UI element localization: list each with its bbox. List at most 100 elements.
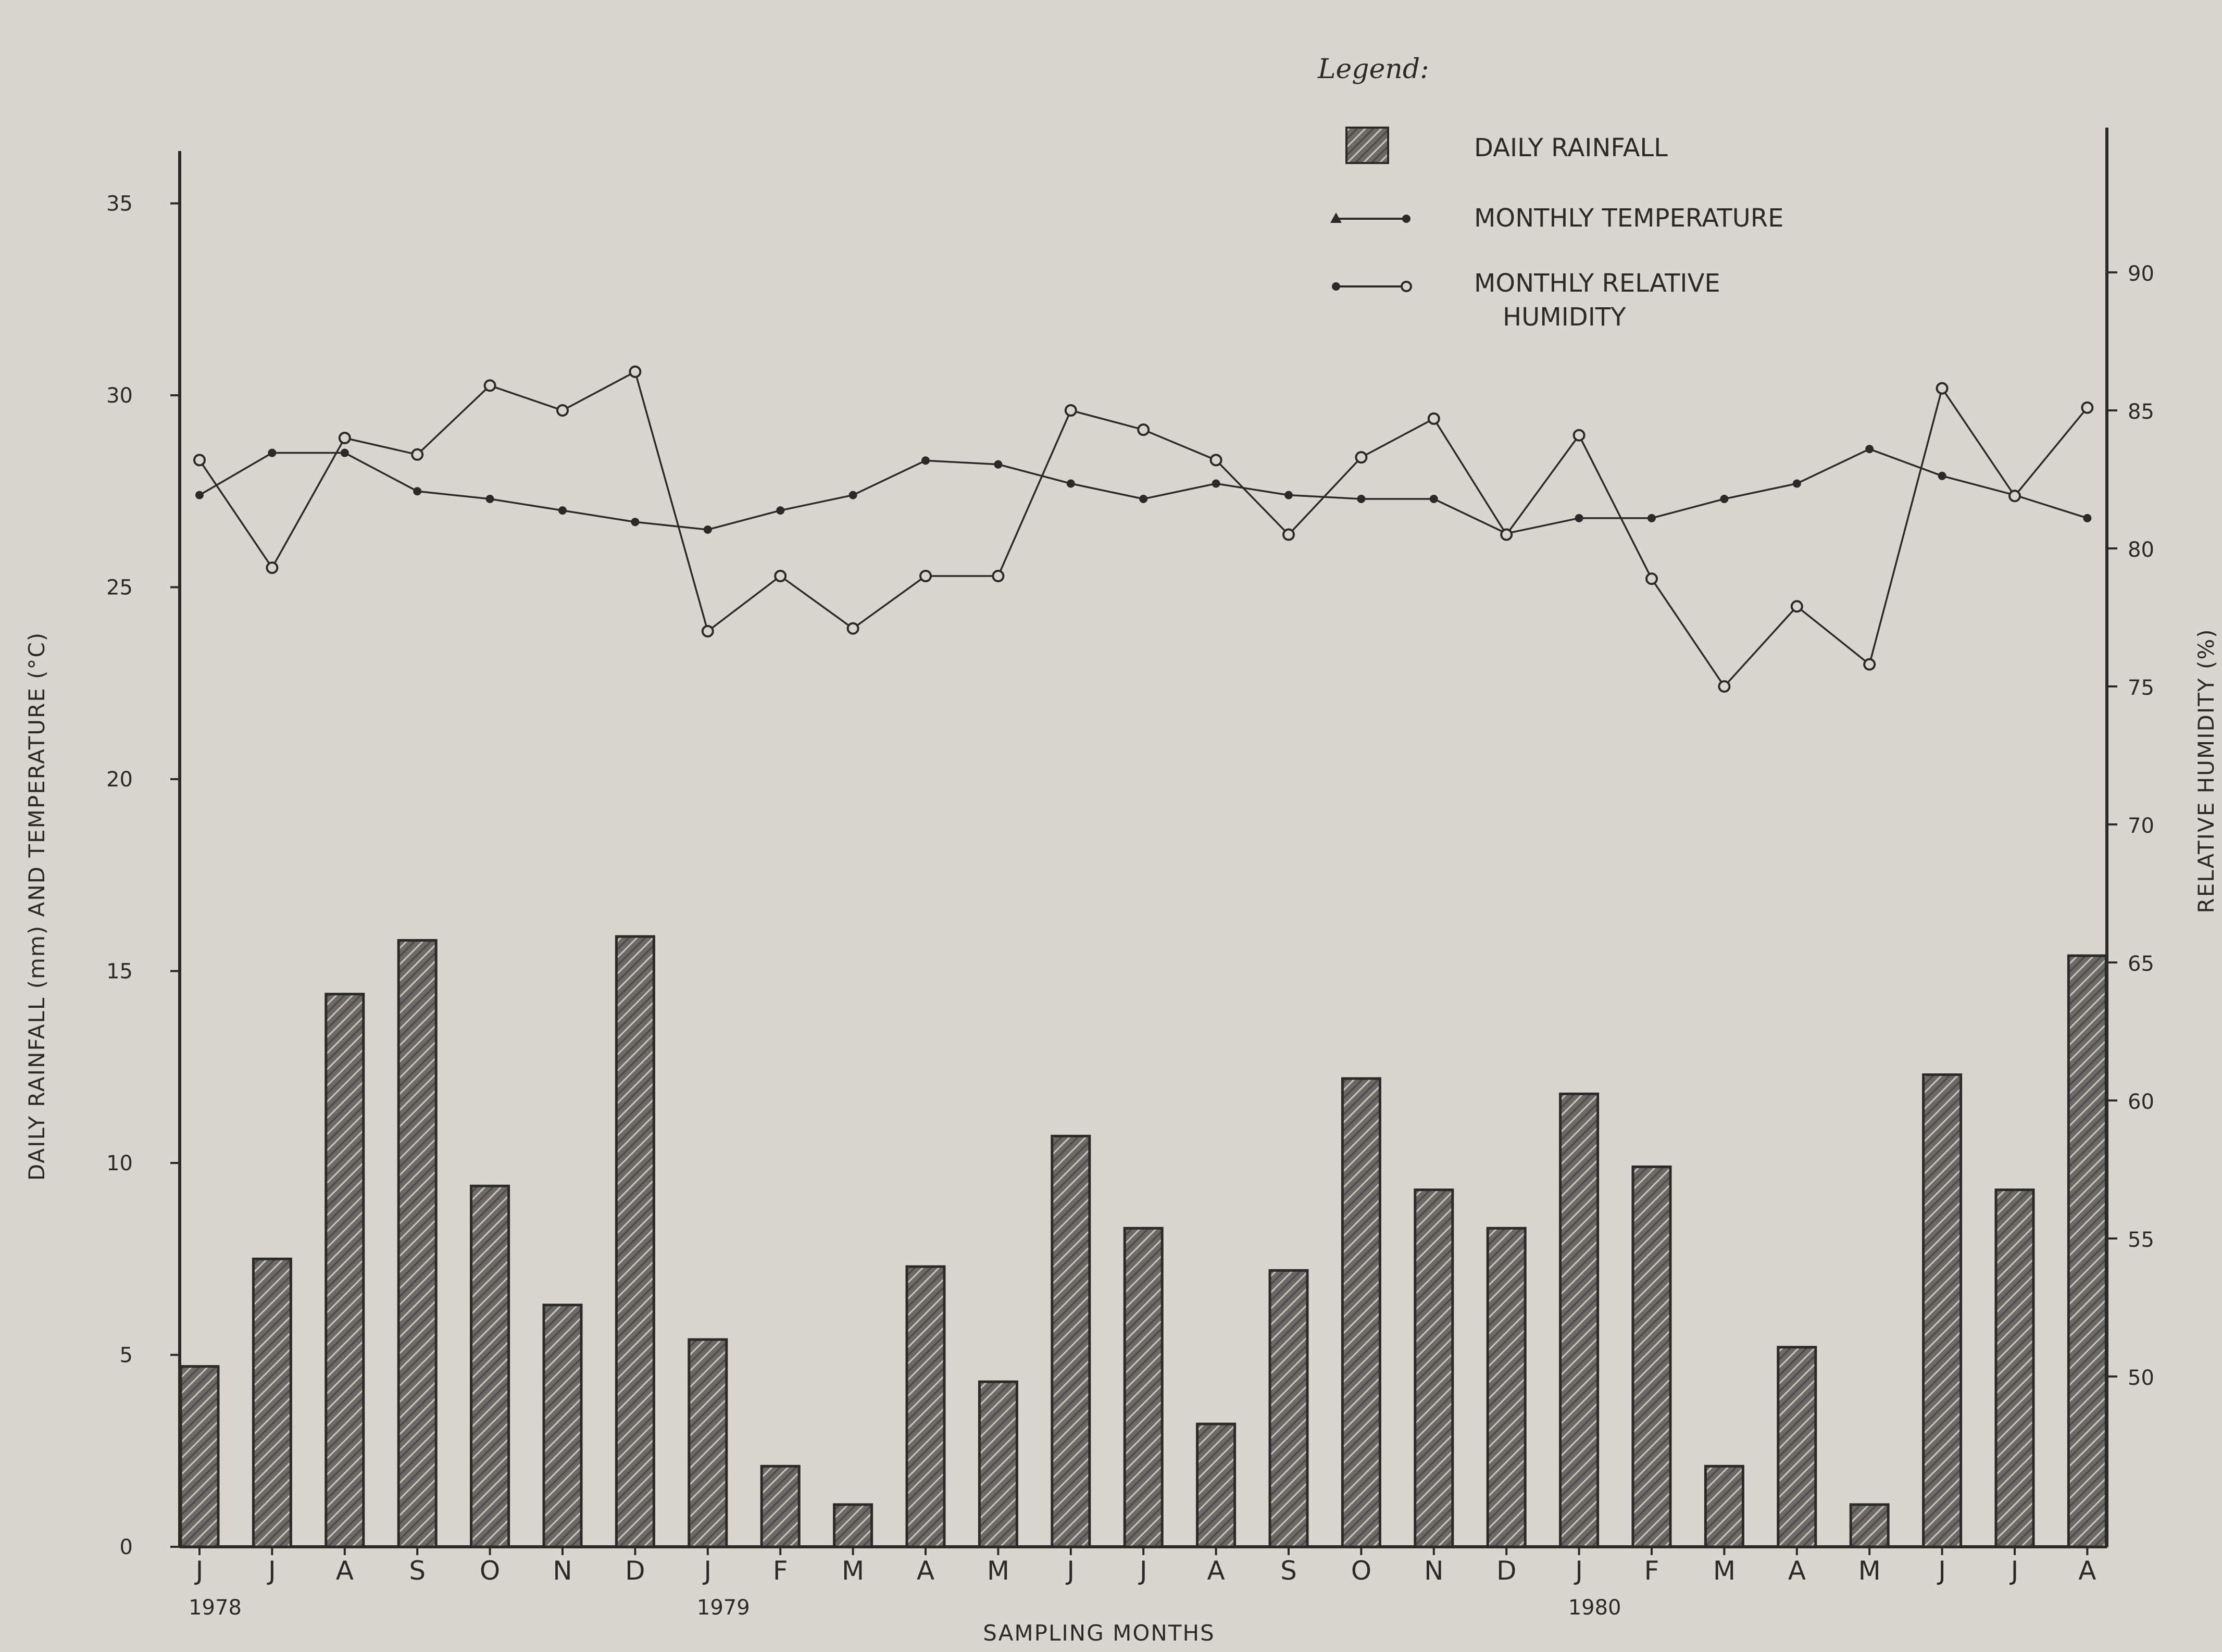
year-labels: 1978 1979 1980 — [189, 1596, 1621, 1620]
humidity-point — [992, 570, 1005, 582]
temperature-point — [413, 487, 422, 496]
humidity-point — [1936, 382, 1949, 395]
right-tick-label: 65 — [2128, 952, 2154, 976]
temperature-point — [1575, 514, 1583, 522]
month-label: A — [917, 1556, 934, 1586]
month-label: N — [1424, 1556, 1443, 1586]
rainfall-bar — [324, 993, 365, 1548]
month-label: F — [1644, 1556, 1659, 1586]
month-label: D — [1496, 1556, 1517, 1586]
temperature-point — [268, 448, 277, 457]
humidity-point — [1645, 572, 1658, 585]
month-label: M — [1858, 1556, 1881, 1586]
month-label: A — [336, 1556, 354, 1586]
left-axis-ticks: 0 5 10 15 20 25 30 35 — [106, 192, 180, 1559]
temperature-point — [2083, 514, 2092, 522]
month-label: D — [625, 1556, 645, 1586]
humidity-point — [846, 622, 859, 635]
rainfall-bar — [1704, 1465, 1744, 1548]
rainfall-bar — [905, 1265, 946, 1548]
month-label: J — [194, 1556, 204, 1586]
rainfall-bar — [688, 1338, 728, 1548]
humidity-point — [1572, 429, 1586, 442]
temperature-point — [1357, 494, 1366, 503]
temperature-point — [1212, 479, 1220, 488]
rainfall-bar — [470, 1184, 510, 1548]
legend-humidity-marker — [1332, 282, 1340, 291]
temperature-point — [1429, 494, 1438, 503]
month-label: N — [553, 1556, 572, 1586]
right-tick-label: 80 — [2128, 538, 2154, 562]
rainfall-bar — [179, 1365, 220, 1548]
rainfall-bar — [252, 1257, 292, 1548]
humidity-point — [411, 448, 424, 461]
temperature-point — [558, 506, 567, 515]
temperature-point — [1066, 479, 1075, 488]
rainfall-bar — [397, 939, 438, 1548]
temperature-point — [1938, 471, 1946, 480]
rainfall-bar — [978, 1380, 1018, 1548]
year-label: 1979 — [697, 1596, 750, 1620]
rainfall-bar — [542, 1304, 583, 1548]
right-axis-ticks: 50 55 60 65 70 75 80 85 90 — [2107, 262, 2154, 1390]
rainfall-bar — [1196, 1422, 1237, 1548]
temperature-series — [195, 445, 2092, 538]
month-label: F — [773, 1556, 788, 1586]
humidity-series — [193, 365, 2094, 693]
left-tick-label: 20 — [106, 768, 133, 792]
temperature-point — [848, 491, 857, 499]
left-tick-label: 25 — [106, 576, 133, 600]
rainfall-bar — [615, 935, 655, 1548]
humidity-point — [2008, 490, 2021, 503]
humidity-point — [1355, 451, 1368, 464]
month-label: J — [1065, 1556, 1075, 1586]
month-label: J — [702, 1556, 711, 1586]
month-label: J — [1574, 1556, 1583, 1586]
humidity-point — [338, 432, 351, 444]
temperature-point — [994, 460, 1003, 469]
left-tick-label: 10 — [106, 1152, 133, 1175]
month-label: O — [1351, 1556, 1371, 1586]
rainfall-bar — [1268, 1269, 1309, 1548]
temperature-point — [1792, 479, 1801, 488]
rainfall-bar — [1631, 1165, 1672, 1548]
humidity-line — [198, 370, 2088, 688]
month-label: J — [1138, 1556, 1147, 1586]
month-label: M — [987, 1556, 1009, 1586]
month-label: A — [1788, 1556, 1806, 1586]
right-tick-label: 70 — [2128, 814, 2154, 838]
x-axis-title: SAMPLING MONTHS — [983, 1620, 1215, 1646]
month-label: S — [1280, 1556, 1297, 1586]
temperature-point — [1647, 514, 1656, 522]
rainfall-bar — [1051, 1134, 1091, 1548]
humidity-point — [1064, 404, 1077, 417]
month-label: O — [480, 1556, 500, 1586]
rainfall-bar — [760, 1465, 801, 1548]
right-axis-title: RELATIVE HUMIDITY (%) — [2193, 628, 2219, 913]
month-label: M — [1713, 1556, 1736, 1586]
humidity-point — [1209, 454, 1222, 467]
humidity-point — [193, 454, 206, 467]
rainfall-bar — [1341, 1077, 1381, 1548]
left-tick-label: 5 — [120, 1344, 133, 1368]
humidity-point — [2081, 401, 2094, 414]
temperature-point — [776, 506, 785, 515]
humidity-point — [1427, 412, 1440, 425]
temperature-point — [921, 456, 930, 465]
legend-temperature-end-marker — [1402, 215, 1410, 223]
legend-rainfall-label: DAILY RAINFALL — [1474, 133, 1668, 162]
rainfall-bar — [1486, 1227, 1527, 1548]
rainfall-bar — [1994, 1188, 2035, 1548]
temperature-point — [485, 494, 494, 503]
humidity-point — [1282, 528, 1295, 541]
month-label: M — [842, 1556, 864, 1586]
rainfall-bar — [1414, 1188, 1454, 1548]
month-label: S — [409, 1556, 426, 1586]
year-label: 1978 — [189, 1596, 242, 1620]
month-label: A — [2078, 1556, 2096, 1586]
legend-humidity-label-line2: HUMIDITY — [1503, 303, 1626, 332]
year-label: 1980 — [1568, 1596, 1621, 1620]
